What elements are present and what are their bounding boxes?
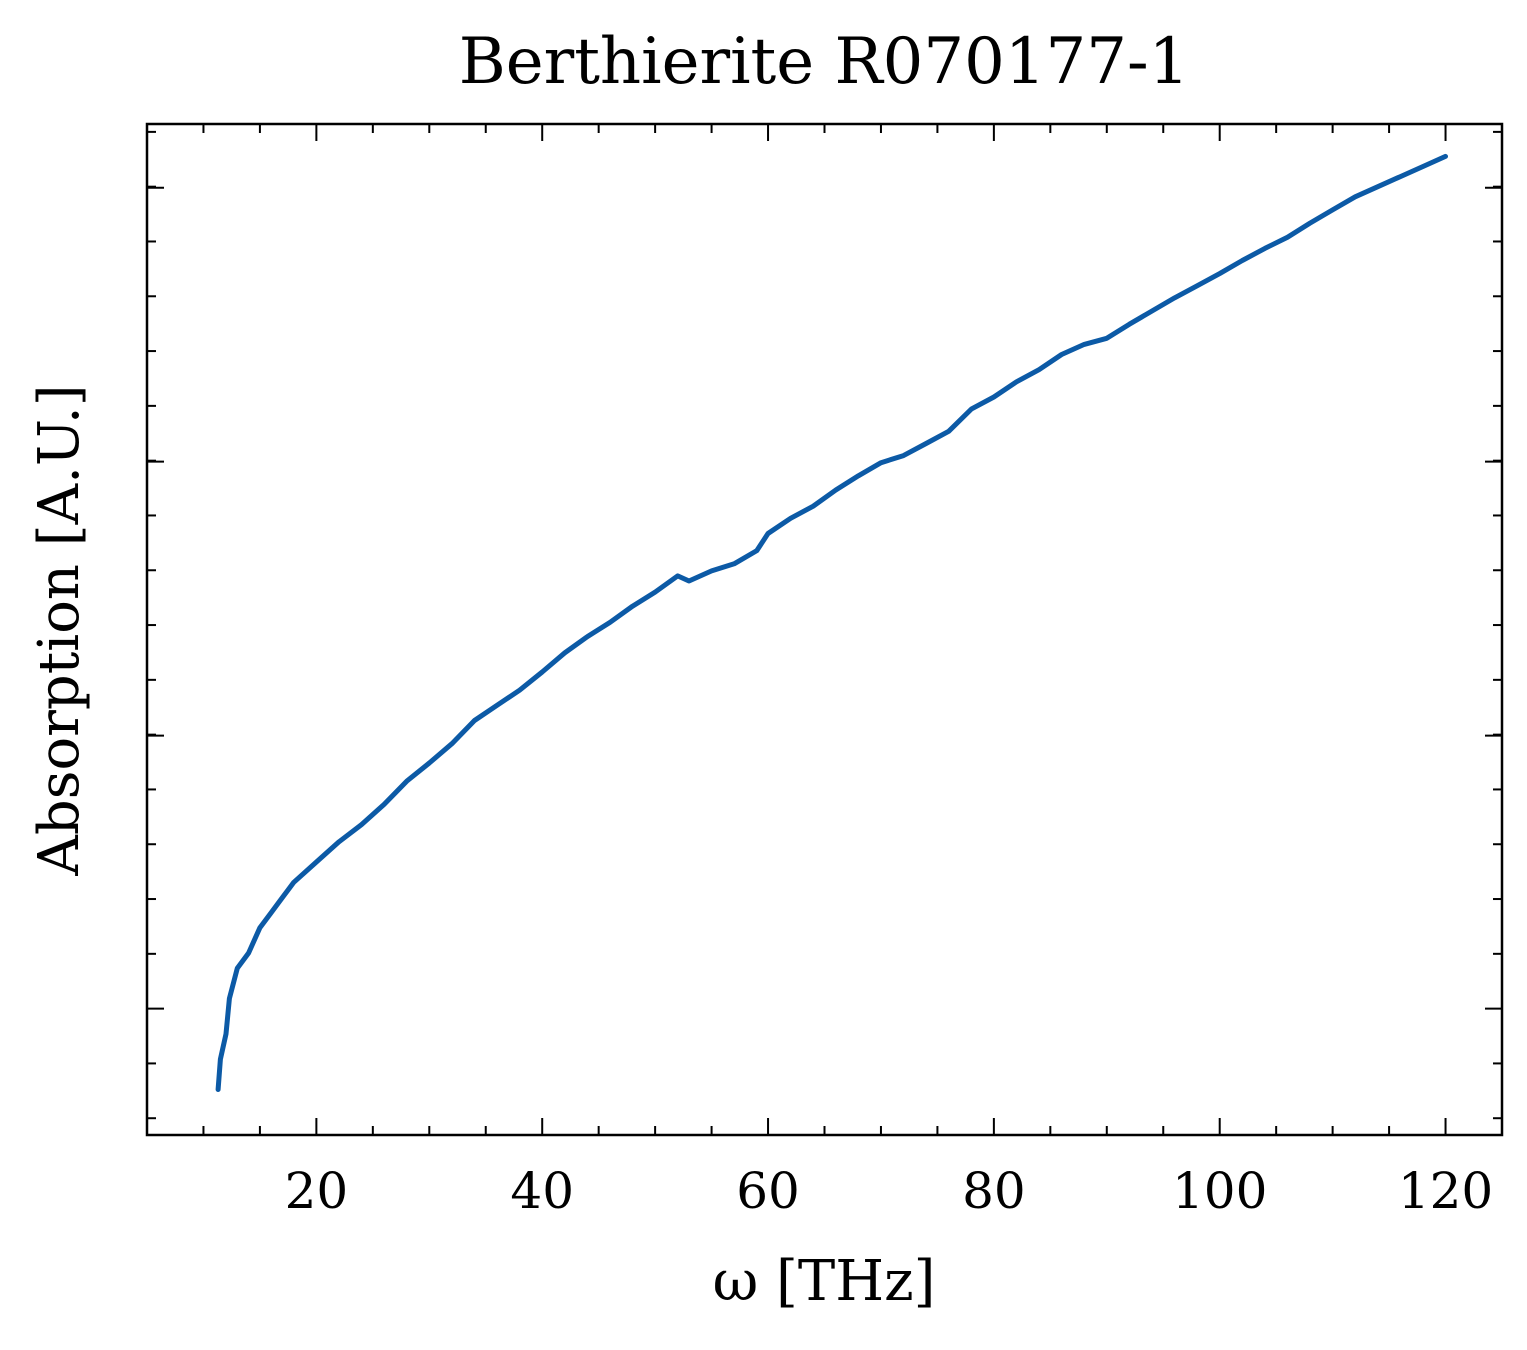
x-tick-label: 80 [962,1162,1026,1220]
series-line [215,153,1448,1092]
x-tick-label: 60 [736,1162,800,1220]
plot-area: 20 40 60 80 100 120 [145,122,1504,1220]
y-axis-label: Absorption [A.U.] [27,384,92,876]
x-tick-label: 100 [1172,1162,1267,1220]
chart-title: Berthierite R070177-1 [459,25,1190,99]
x-tick-label: 20 [285,1162,349,1220]
plot-frame [145,122,1504,1137]
x-tick-label: 120 [1398,1162,1493,1220]
x-tick-label: 40 [510,1162,574,1220]
x-axis-label: ω [THz] [713,1249,936,1314]
